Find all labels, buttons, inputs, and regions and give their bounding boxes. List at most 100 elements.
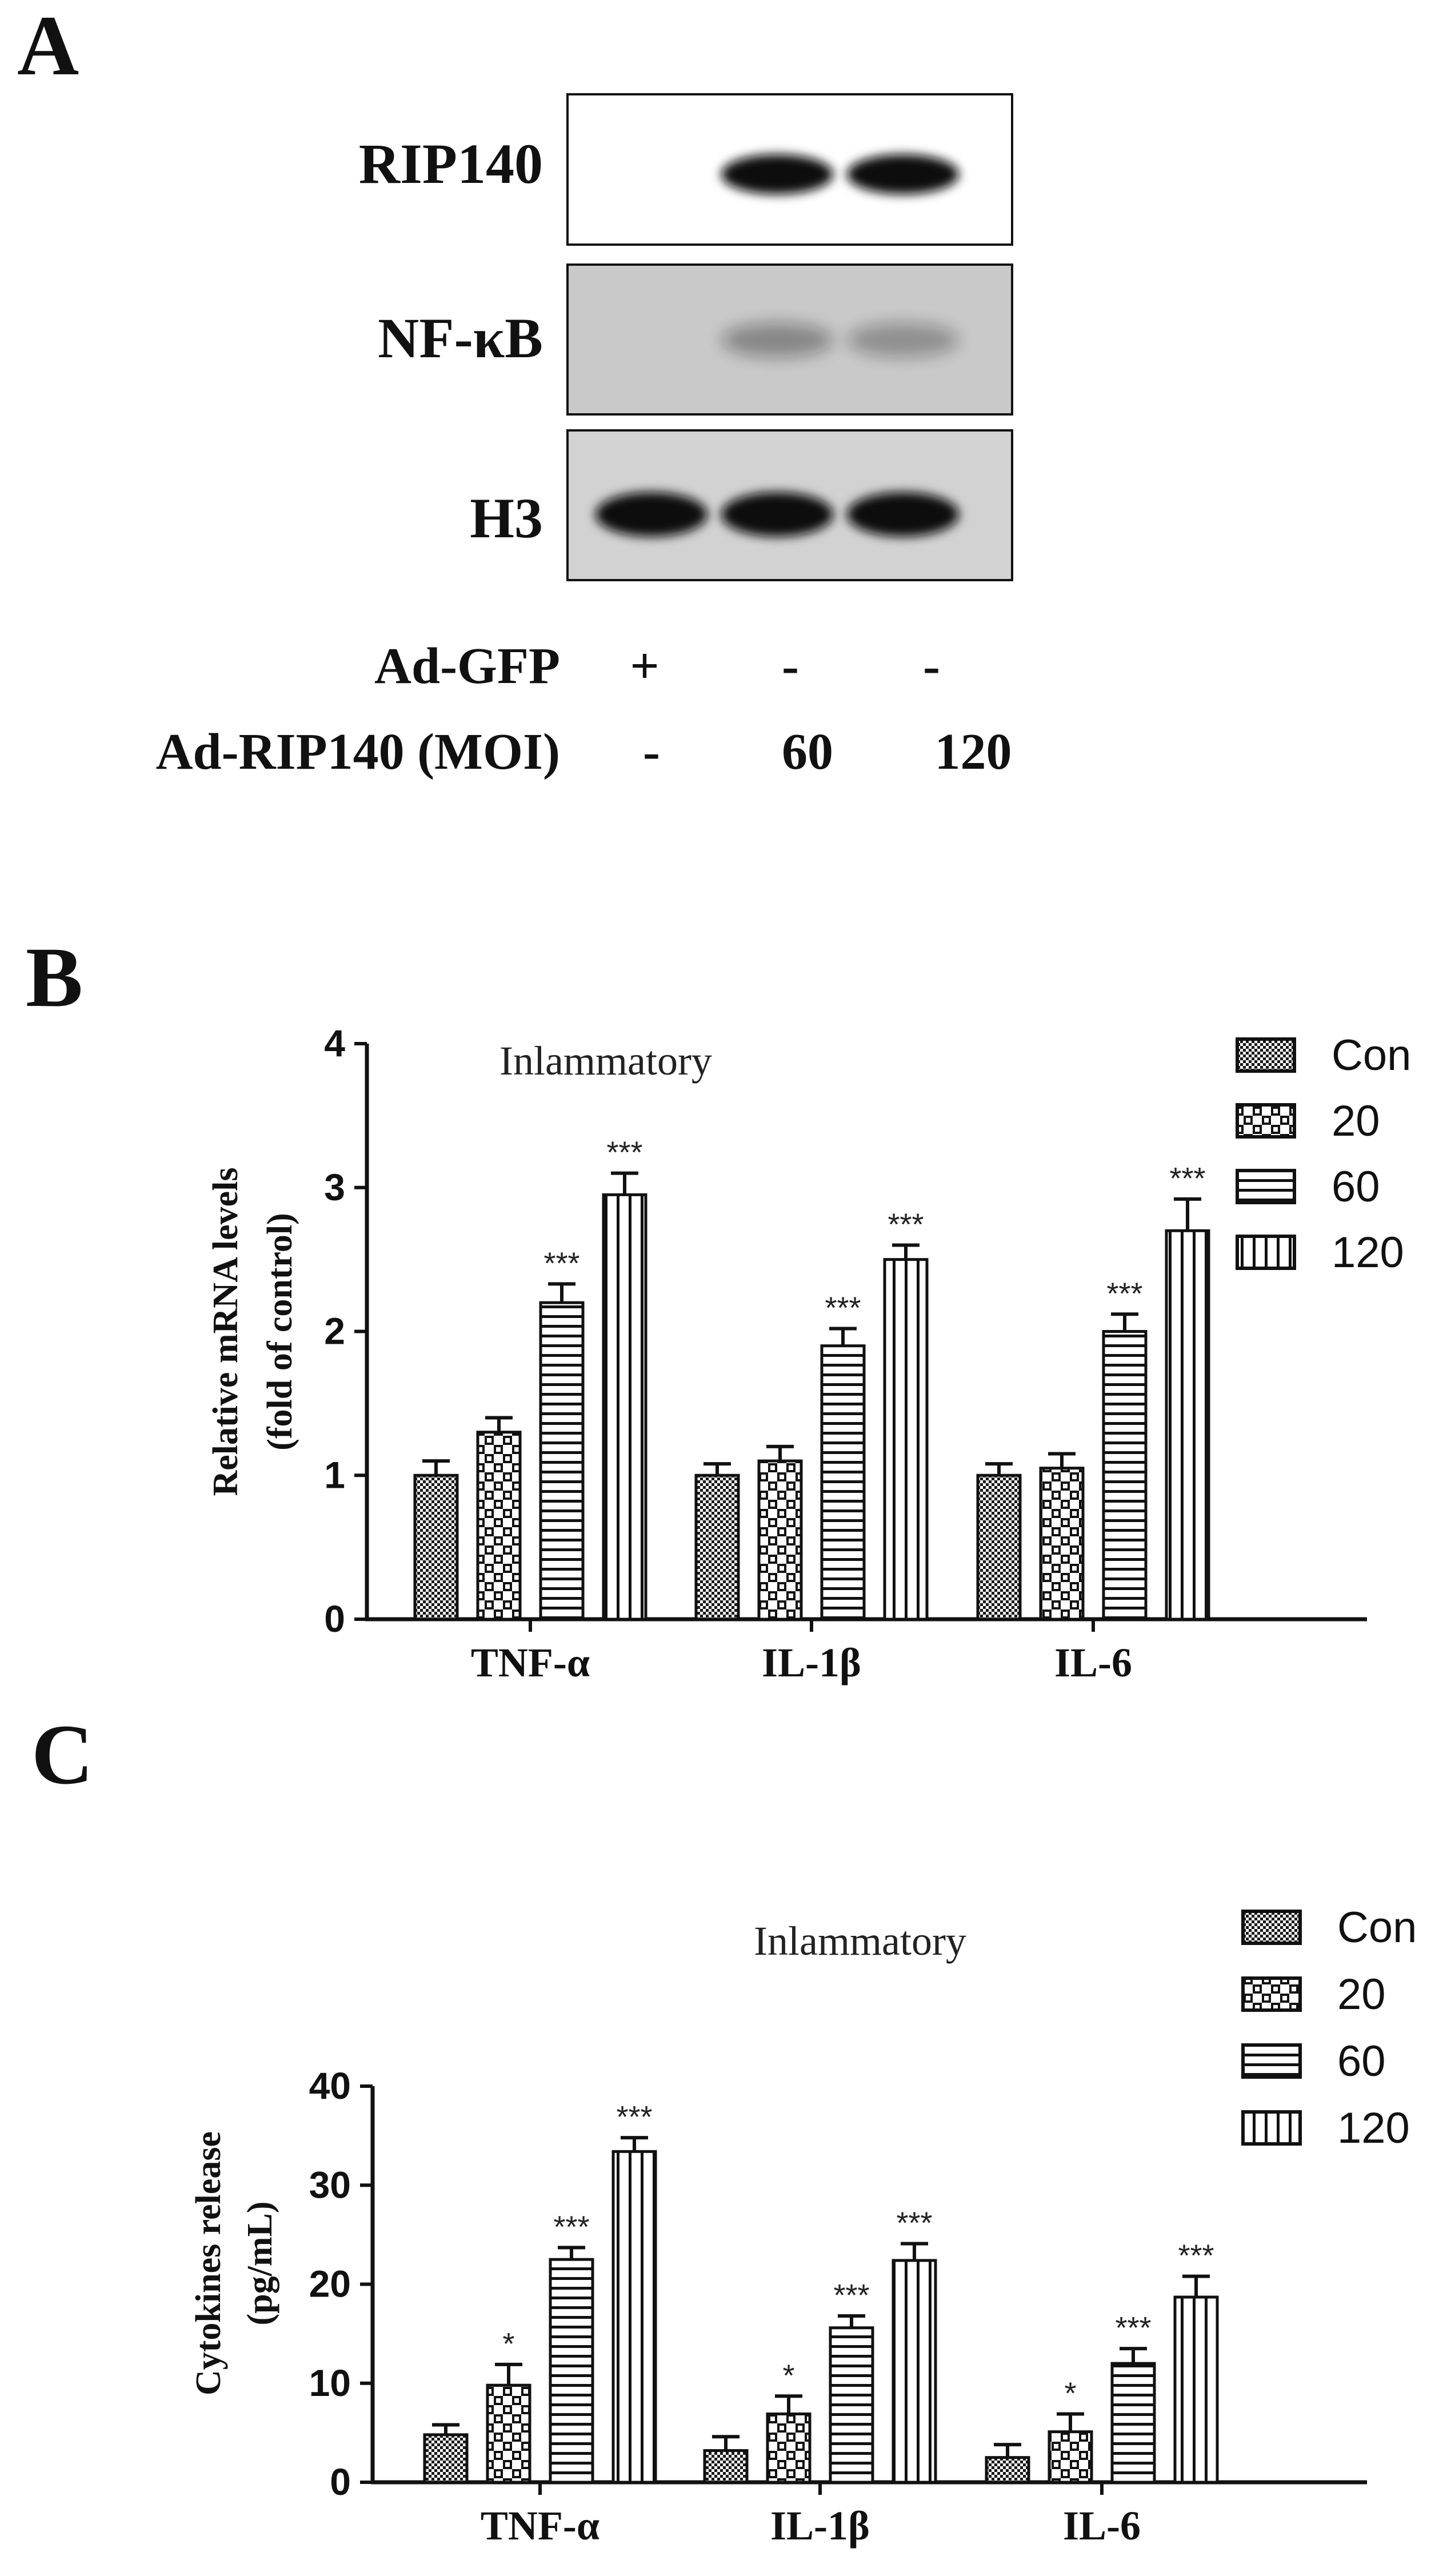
chart-c-sig-il-1-60: *** <box>833 2278 869 2313</box>
chart-c-bar-tnf-120 <box>611 2150 657 2484</box>
chart-c-sig-tnf-20: * <box>502 2327 514 2361</box>
blot-band-h3-lane-3 <box>847 492 959 537</box>
chart-b-bar-il-6-con <box>976 1473 1022 1621</box>
chart-c-bar-il-1-20 <box>766 2412 812 2484</box>
chart-b-ylabel-unit: (fold of control) <box>261 1213 299 1451</box>
chart-c-sig-tnf-60: *** <box>553 2210 589 2244</box>
chart-c-bar-il-1-60 <box>829 2326 874 2484</box>
chart-b-bar-il-6-20 <box>1039 1467 1085 1621</box>
panel-b: B Inlammatory Relative mRNA levels (fold o… <box>26 930 1411 1686</box>
blot-label-rip140: RIP140 <box>359 132 543 195</box>
chart-b-bar-il-1-con <box>694 1473 740 1621</box>
chart-c-ytick-label-20: 20 <box>309 2263 351 2305</box>
blot-band-h3-lane-1 <box>595 492 707 537</box>
chart-b-bar-tnf-con <box>413 1473 459 1621</box>
panel-a-letter: A <box>17 0 79 93</box>
blot-label-nfkb: NF-κB <box>378 306 543 370</box>
chart-b-ytick-label-4: 4 <box>324 1022 345 1064</box>
chart-c-bar-il-6-120 <box>1173 2295 1219 2484</box>
chart-b: Inlammatory Relative mRNA levels (fold of … <box>206 1022 1411 1686</box>
chart-b-ytick-label-0: 0 <box>324 1597 345 1640</box>
chart-c-bar-tnf-20 <box>486 2383 531 2484</box>
chart-b-legend-swatch-60 <box>1236 1169 1296 1204</box>
chart-b-sig-tnf-60: *** <box>543 1246 579 1280</box>
chart-c-bar-il-6-con <box>985 2456 1030 2484</box>
chart-b-ytick-label-3: 3 <box>324 1166 345 1208</box>
chart-b-bar-tnf-60 <box>539 1301 585 1621</box>
condition-label-ad-gfp: Ad-GFP <box>374 638 560 694</box>
condition-ad-rip140-lane-2: 60 <box>782 724 833 780</box>
chart-b-ytick-label-1: 1 <box>324 1453 345 1496</box>
chart-c-bar-il-1-120 <box>892 2259 937 2484</box>
chart-c-legend-label-120: 120 <box>1337 2104 1410 2152</box>
condition-ad-gfp-lane-2: - <box>782 638 799 694</box>
chart-c-title: Inlammatory <box>754 1918 966 1964</box>
chart-b-sig-il-6-120: *** <box>1169 1161 1205 1196</box>
chart-c-ylabel-unit: (pg/mL) <box>241 2202 279 2326</box>
chart-b-sig-il-1-60: *** <box>825 1291 861 1325</box>
chart-b-legend-label-con: Con <box>1332 1031 1411 1080</box>
chart-c: Inlammatory Cytokines release (pg/mL) 0 10 20… <box>189 1903 1417 2549</box>
chart-c-ytick-label-30: 30 <box>309 2163 351 2206</box>
chart-b-legend-swatch-con <box>1236 1037 1296 1073</box>
chart-c-ylabel: Cytokines release <box>189 2131 228 2395</box>
chart-c-legend-label-20: 20 <box>1337 1970 1386 2019</box>
chart-c-sig-il-1-20: * <box>782 2358 794 2393</box>
chart-c-xtick-label-il-1: IL-1β <box>770 2503 870 2549</box>
panel-a: A RIP140 NF-κB H3 Ad-GFP + - - Ad-RIP140… <box>17 0 1013 780</box>
blot-band-nf-b-lane-3 <box>847 323 959 357</box>
chart-b-xtick-label-il-1: IL-1β <box>762 1640 861 1686</box>
chart-b-legend-label-60: 60 <box>1332 1163 1380 1211</box>
chart-b-sig-tnf-120: *** <box>606 1136 642 1170</box>
blot-band-h3-lane-2 <box>721 492 833 537</box>
chart-b-bar-il-1-20 <box>757 1459 803 1621</box>
chart-b-sig-il-6-60: *** <box>1106 1276 1142 1311</box>
blot-band-rip140-lane-2 <box>721 154 833 194</box>
chart-c-legend-swatch-120 <box>1241 2110 1302 2146</box>
chart-b-bar-tnf-20 <box>476 1431 522 1621</box>
chart-c-ytick-label-0: 0 <box>330 2461 351 2503</box>
chart-c-xtick-label-il-6: IL-6 <box>1063 2503 1141 2549</box>
panel-b-letter: B <box>26 930 83 1025</box>
chart-c-ytick-label-10: 10 <box>309 2362 351 2404</box>
chart-c-bar-tnf-con <box>423 2433 469 2484</box>
chart-b-xtick-label-il-6: IL-6 <box>1054 1640 1132 1686</box>
chart-b-sig-il-1-120: *** <box>888 1207 924 1241</box>
chart-c-sig-il-6-20: * <box>1064 2376 1076 2410</box>
chart-b-title: Inlammatory <box>499 1038 712 1084</box>
condition-ad-rip140-lane-1: - <box>643 724 660 780</box>
blot-bands <box>595 154 959 537</box>
chart-c-bar-il-6-20 <box>1048 2430 1093 2484</box>
chart-b-ytick-label-2: 2 <box>324 1310 345 1352</box>
chart-b-bar-il-6-60 <box>1102 1330 1148 1621</box>
chart-c-bar-il-6-60 <box>1110 2362 1156 2484</box>
chart-c-legend-swatch-20 <box>1241 1976 1302 2012</box>
chart-c-sig-tnf-120: *** <box>616 2100 652 2134</box>
blot-band-rip140-lane-3 <box>847 154 959 194</box>
chart-c-legend-label-60: 60 <box>1337 2037 1386 2086</box>
chart-b-legend-swatch-20 <box>1236 1103 1296 1139</box>
chart-b-legend-swatch-120 <box>1236 1235 1296 1270</box>
condition-ad-rip140-lane-3: 120 <box>935 724 1012 780</box>
blot-band-nf-b-lane-2 <box>721 323 833 357</box>
chart-c-sig-il-6-120: *** <box>1178 2239 1214 2273</box>
chart-c-xtick-label-tnf: TNF-α <box>481 2503 599 2549</box>
chart-c-sig-il-6-60: *** <box>1115 2311 1151 2345</box>
chart-c-legend-swatch-60 <box>1241 2043 1302 2079</box>
chart-b-bar-il-1-60 <box>820 1344 866 1621</box>
panel-c-letter: C <box>31 1707 93 1802</box>
chart-c-sig-il-1-120: *** <box>896 2206 932 2240</box>
chart-c-legend-swatch-con <box>1241 1910 1302 1945</box>
panel-c: C Inlammatory Cytokines release (pg/mL) 0 10… <box>31 1707 1417 2549</box>
condition-label-ad-rip140: Ad-RIP140 (MOI) <box>156 724 560 780</box>
chart-b-legend-label-120: 120 <box>1332 1228 1404 1277</box>
chart-b-xtick-label-tnf: TNF-α <box>471 1640 590 1686</box>
chart-c-bar-il-1-con <box>703 2449 749 2484</box>
chart-c-bar-tnf-60 <box>549 2258 594 2484</box>
chart-b-bar-il-1-120 <box>883 1258 929 1621</box>
chart-b-ylabel: Relative mRNA levels <box>206 1167 245 1496</box>
condition-ad-gfp-lane-3: - <box>923 638 940 694</box>
chart-b-legend-label-20: 20 <box>1332 1097 1380 1145</box>
condition-ad-gfp-lane-1: + <box>630 638 659 694</box>
